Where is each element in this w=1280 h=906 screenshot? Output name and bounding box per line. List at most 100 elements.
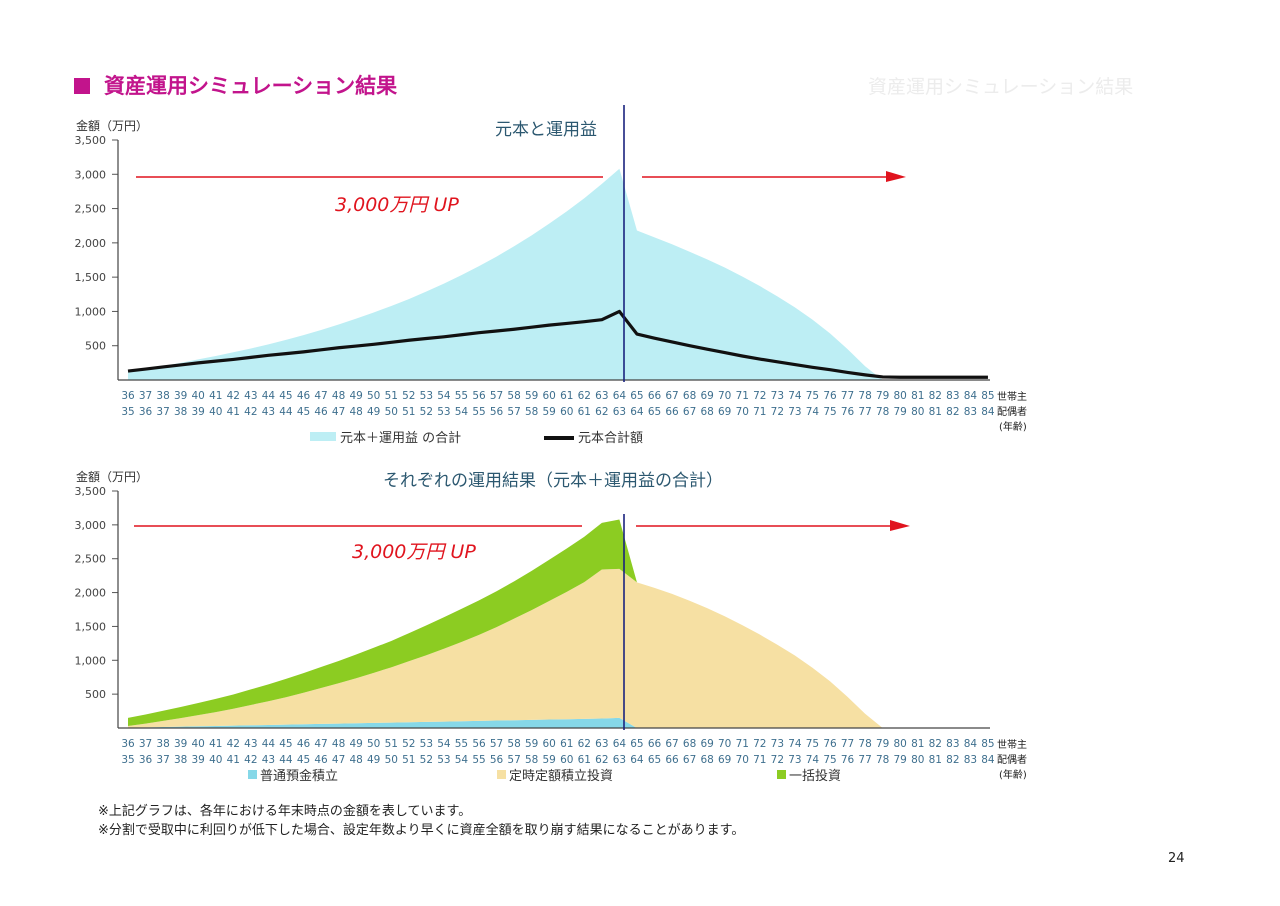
y-tick-label: 2,000 <box>75 237 107 250</box>
x-tick-label-spouse: 39 <box>192 406 205 418</box>
x-tick-label-head: 77 <box>841 738 854 750</box>
x-tick-label-spouse: 56 <box>490 406 504 418</box>
x-tick-label-spouse: 64 <box>630 754 644 766</box>
x-tick-label-head: 69 <box>700 390 713 402</box>
x-tick-label-head: 38 <box>156 738 169 750</box>
x-tick-label-spouse: 60 <box>560 754 573 766</box>
x-tick-label-head: 36 <box>121 738 135 750</box>
series-deposit-area <box>128 717 988 728</box>
x-tick-label-spouse: 78 <box>876 754 889 766</box>
x-tick-label-head: 59 <box>525 738 538 750</box>
y-tick-label: 2,000 <box>75 587 107 600</box>
x-tick-label-head: 80 <box>894 390 907 402</box>
x-tick-label-spouse: 64 <box>630 406 644 418</box>
x-tick-label-spouse: 37 <box>156 754 169 766</box>
x-tick-label-spouse: 84 <box>981 754 995 766</box>
x-tick-label-head: 44 <box>262 738 276 750</box>
series-fixed-invest-area <box>128 568 988 728</box>
x-tick-label-spouse: 43 <box>262 406 275 418</box>
x-tick-label-head: 54 <box>437 390 451 402</box>
x-tick-label-head: 42 <box>227 390 240 402</box>
x-tick-label-spouse: 66 <box>665 754 679 766</box>
page-title: 資産運用シミュレーション結果 <box>74 70 397 100</box>
y-tick-label: 3,000 <box>75 168 107 181</box>
x-tick-label-head: 47 <box>314 738 327 750</box>
x-axis-label-head: 世帯主 <box>997 390 1027 403</box>
x-tick-label-head: 52 <box>402 738 415 750</box>
x-tick-label-head: 67 <box>665 738 678 750</box>
x-tick-label-head: 72 <box>753 738 766 750</box>
x-tick-label-spouse: 39 <box>192 754 205 766</box>
x-tick-label-head: 53 <box>420 390 433 402</box>
x-tick-label-head: 49 <box>349 390 362 402</box>
x-tick-label-head: 73 <box>771 390 784 402</box>
x-tick-label-spouse: 53 <box>437 406 450 418</box>
x-tick-label-spouse: 38 <box>174 406 187 418</box>
note-line-2: ※分割で受取中に利回りが低下した場合、設定年数より早くに資産全額を取り崩す結果に… <box>98 823 745 838</box>
x-tick-label-spouse: 58 <box>525 406 538 418</box>
x-tick-label-spouse: 37 <box>156 406 169 418</box>
legend-total-label: 元本＋運用益 の合計 <box>340 430 461 446</box>
y-tick-label: 1,000 <box>75 654 107 667</box>
x-tick-label-head: 71 <box>736 738 749 750</box>
x-tick-label-head: 73 <box>771 738 784 750</box>
x-tick-label-head: 54 <box>437 738 451 750</box>
legend-fixed-invest-swatch <box>497 770 506 779</box>
x-tick-label-spouse: 35 <box>121 406 134 418</box>
x-tick-label-head: 40 <box>192 738 205 750</box>
note-line-1: ※上記グラフは、各年における年末時点の金額を表しています。 <box>98 804 472 819</box>
x-tick-label-spouse: 51 <box>402 406 415 418</box>
ghost-heading: 資産運用シミュレーション結果 <box>868 76 1134 98</box>
x-axis-label-spouse: 配偶者 <box>997 753 1027 766</box>
x-tick-label-spouse: 63 <box>613 754 626 766</box>
x-tick-label-spouse: 35 <box>121 754 134 766</box>
legend-lump-sum-label: 一括投資 <box>789 768 841 784</box>
chart-title: それぞれの運用結果（元本＋運用益の合計） <box>383 471 723 491</box>
x-tick-label-spouse: 67 <box>683 406 696 418</box>
x-tick-label-head: 44 <box>262 390 276 402</box>
legend-lump-sum-swatch <box>777 770 786 779</box>
x-tick-label-head: 51 <box>385 390 398 402</box>
series-lump-sum-area <box>128 519 988 728</box>
x-tick-label-spouse: 73 <box>788 406 801 418</box>
x-tick-label-spouse: 76 <box>841 406 855 418</box>
x-tick-label-head: 65 <box>630 738 643 750</box>
x-tick-label-head: 40 <box>192 390 205 402</box>
x-tick-label-head: 56 <box>472 390 486 402</box>
x-tick-label-head: 82 <box>929 390 942 402</box>
x-tick-label-head: 81 <box>911 390 924 402</box>
x-tick-label-spouse: 80 <box>911 754 924 766</box>
x-tick-label-head: 57 <box>490 390 503 402</box>
page-heading-text: 資産運用シミュレーション結果 <box>104 74 398 98</box>
x-tick-label-head: 55 <box>455 390 468 402</box>
x-tick-label-spouse: 45 <box>297 754 310 766</box>
x-tick-label-spouse: 73 <box>788 754 801 766</box>
y-tick-label: 500 <box>85 340 106 353</box>
x-tick-label-spouse: 41 <box>227 754 240 766</box>
x-tick-label-head: 48 <box>332 738 345 750</box>
x-tick-label-spouse: 75 <box>823 754 836 766</box>
x-tick-label-head: 82 <box>929 738 942 750</box>
x-tick-label-head: 49 <box>349 738 362 750</box>
x-tick-label-head: 69 <box>700 738 713 750</box>
x-tick-label-spouse: 55 <box>472 406 485 418</box>
x-tick-label-head: 61 <box>560 390 573 402</box>
x-tick-label-head: 43 <box>244 738 257 750</box>
x-tick-label-spouse: 36 <box>139 406 153 418</box>
x-tick-label-spouse: 42 <box>244 754 257 766</box>
x-tick-label-spouse: 80 <box>911 406 924 418</box>
x-tick-label-spouse: 46 <box>314 406 328 418</box>
x-tick-label-head: 37 <box>139 390 152 402</box>
y-tick-label: 3,500 <box>75 485 107 498</box>
x-tick-label-spouse: 45 <box>297 406 310 418</box>
x-tick-label-head: 85 <box>981 390 994 402</box>
x-tick-label-head: 76 <box>823 390 837 402</box>
annotation-text: 3,000万円 UP <box>352 541 476 563</box>
x-tick-label-spouse: 83 <box>964 406 977 418</box>
x-tick-label-head: 67 <box>665 390 678 402</box>
x-tick-label-head: 71 <box>736 390 749 402</box>
y-axis-label: 金額（万円） <box>76 118 148 133</box>
legend-principal-label: 元本合計額 <box>578 430 643 446</box>
x-axis-label-head: 世帯主 <box>997 738 1027 751</box>
x-tick-label-head: 75 <box>806 390 819 402</box>
